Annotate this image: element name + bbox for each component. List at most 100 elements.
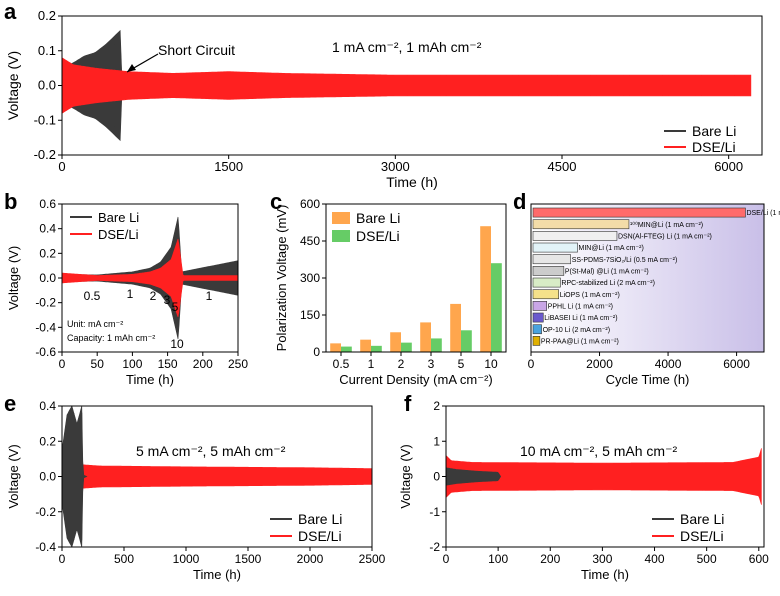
x-tick-label: 0 — [58, 159, 65, 174]
x-tick-label: 4000 — [655, 357, 682, 371]
cycle-bar — [532, 254, 571, 265]
y-tick-label: -0.1 — [34, 112, 56, 127]
x-tick-label: 150 — [158, 357, 178, 371]
x-tick-label: 4500 — [548, 159, 577, 174]
cycle-bar-label: P(St-Mal) @Li (1 mA cm⁻²) — [565, 268, 649, 275]
cycle-bar-label: LiOPS (1 mA cm⁻²) — [560, 292, 620, 299]
panel-letter: b — [4, 189, 17, 214]
y-tick-label: 0.2 — [39, 246, 56, 260]
bar-bare-li — [360, 339, 371, 352]
cycle-bar — [532, 301, 548, 311]
legend-label: Bare Li — [98, 210, 139, 225]
dse-li-trace — [445, 448, 762, 505]
x-axis-label: Time (h) — [193, 567, 241, 582]
x-tick-label: 6000 — [714, 159, 743, 174]
dse-li-trace-texture — [61, 241, 239, 315]
rate-label: 5 — [172, 300, 179, 314]
rate-label: 2 — [150, 289, 157, 303]
legend-label: DSE/Li — [692, 139, 736, 155]
bar-dse-li — [431, 338, 442, 352]
x-axis-label: Time (h) — [581, 567, 629, 582]
x-tick-label: 0 — [443, 552, 450, 566]
cycle-bar — [532, 242, 578, 253]
y-tick-label: 0.0 — [38, 78, 56, 93]
rate-label: 10 — [170, 337, 184, 351]
y-tick-label: -0.4 — [35, 320, 56, 334]
y-tick-label: -0.2 — [35, 505, 56, 519]
x-tick-label: 250 — [228, 357, 248, 371]
y-tick-label: 0.4 — [39, 399, 56, 413]
x-axis-label: Cycle Time (h) — [606, 372, 690, 387]
bar-bare-li — [420, 322, 431, 352]
x-tick-label: 2 — [398, 357, 405, 371]
x-tick-label: 3 — [428, 357, 435, 371]
bar-dse-li — [491, 263, 502, 352]
bar-dse-li — [371, 345, 382, 352]
x-tick-label: 2000 — [297, 552, 324, 566]
x-tick-label: 0 — [59, 357, 66, 371]
x-tick-label: 5 — [458, 357, 465, 371]
condition-label-e: 5 mA cm⁻², 5 mAh cm⁻² — [136, 443, 286, 459]
bar-bare-li — [450, 303, 461, 352]
cycle-bar-label: PR-PAA@Li (1 mA cm⁻²) — [541, 338, 619, 345]
y-tick-label: 0 — [313, 345, 320, 359]
legend-label: DSE/Li — [298, 528, 342, 544]
cycle-bar-label: MIN@Li (1 mA cm⁻²) — [579, 245, 644, 252]
x-tick-label: 1 — [368, 357, 375, 371]
panel-letter: d — [513, 189, 526, 214]
y-tick-label: -2 — [429, 540, 440, 554]
bar-dse-li — [401, 342, 412, 352]
cycle-bar-label: RPC-stabilized Li (2 mA cm⁻²) — [561, 280, 655, 287]
x-tick-label: 1500 — [214, 159, 243, 174]
cycle-bar — [532, 312, 544, 323]
legend-label: Bare Li — [356, 210, 400, 226]
arrow-head — [127, 64, 136, 72]
cycle-bar — [532, 289, 559, 300]
rate-label: 1 — [206, 289, 213, 303]
panel-letter: f — [404, 391, 412, 416]
capacity-note: Capacity: 1 mAh cm⁻² — [67, 333, 155, 343]
y-tick-label: 0.1 — [38, 43, 56, 58]
plot-frame-b — [61, 203, 239, 353]
y-tick-label: 150 — [300, 308, 320, 322]
bar-bare-li — [330, 343, 341, 352]
y-tick-label: 0.6 — [39, 197, 56, 211]
panel-letter: c — [270, 189, 282, 214]
y-tick-label: 0 — [433, 470, 440, 484]
dse-li-trace — [61, 458, 373, 495]
x-tick-label: 100 — [122, 357, 142, 371]
y-tick-label: -1 — [429, 505, 440, 519]
cycle-bar — [532, 219, 630, 230]
legend-label: Bare Li — [692, 123, 736, 139]
cycle-bar-label: DSE/Li (1 mA cm⁻²) This Work — [746, 210, 780, 217]
cycle-bar-label: SS-PDMS-7SiO₂/Li (0.5 mA cm⁻²) — [572, 257, 678, 264]
bar-dse-li — [341, 346, 352, 352]
cycle-bar-label: ¹⁰⁰MIN@Li (1 mA cm⁻²) — [630, 221, 703, 229]
plot-frame-a — [61, 15, 763, 156]
bar-bare-li — [480, 226, 491, 352]
y-tick-label: 600 — [300, 197, 320, 211]
cycle-bar — [532, 266, 565, 276]
cycle-bar-label: PPHL Li (1 mA cm⁻²) — [548, 303, 613, 310]
y-axis-label: Voltage (V) — [398, 444, 413, 508]
cycle-bar — [532, 231, 618, 241]
x-axis-label: Time (h) — [126, 372, 174, 387]
y-tick-label: 0.0 — [39, 470, 56, 484]
legend-swatch — [332, 230, 350, 242]
plot-frame-d — [530, 203, 765, 353]
x-tick-label: 1000 — [173, 552, 200, 566]
x-axis-label: Current Density (mA cm⁻²) — [339, 372, 493, 387]
legend-label: DSE/Li — [680, 528, 724, 544]
rate-label: 0.5 — [84, 289, 101, 303]
y-tick-label: 1 — [433, 434, 440, 448]
panel-letter: a — [4, 0, 17, 24]
y-tick-label: -0.4 — [35, 540, 56, 554]
y-tick-label: -0.2 — [34, 147, 56, 162]
x-tick-label: 600 — [749, 552, 769, 566]
plot-frame-c — [325, 203, 507, 353]
y-tick-label: 450 — [300, 234, 320, 248]
panel-letter: e — [4, 391, 16, 416]
y-tick-label: 0.4 — [39, 222, 56, 236]
cycle-bar-label: DSN(Al-FTEG) Li (1 mA cm⁻²) — [618, 233, 712, 240]
